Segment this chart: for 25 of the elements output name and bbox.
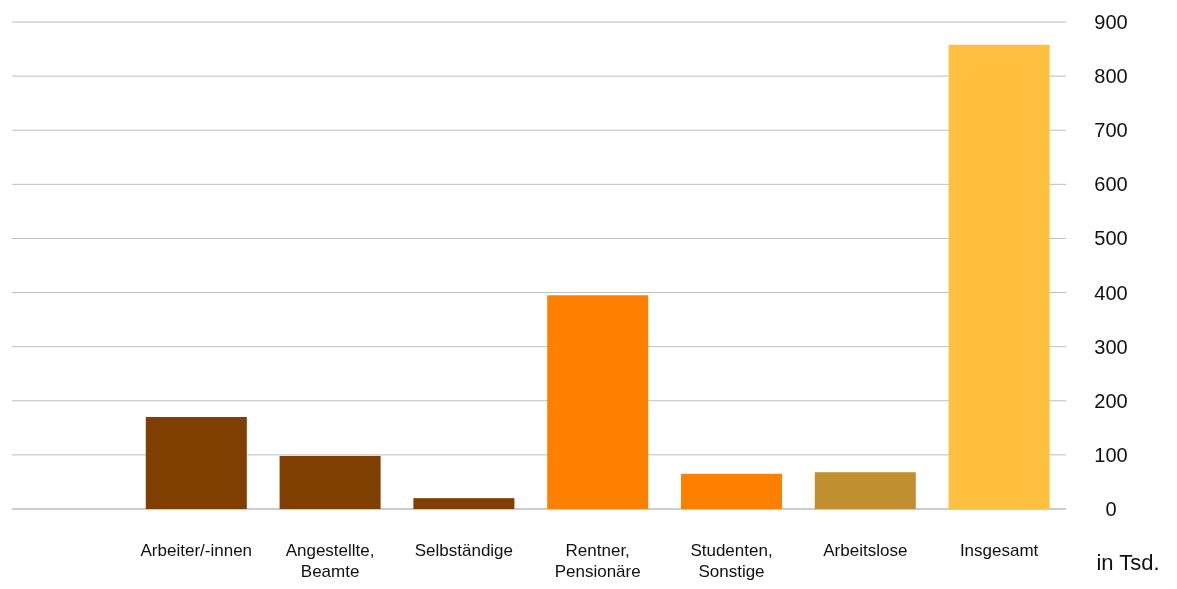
y-tick-label: 600	[1094, 173, 1128, 196]
y-tick-label: 800	[1094, 65, 1128, 88]
y-tick-label: 500	[1094, 227, 1128, 250]
x-tick-label: Arbeitslose	[823, 541, 908, 560]
y-tick-label: 100	[1094, 443, 1128, 466]
y-tick-label: 700	[1094, 119, 1128, 142]
bar	[814, 472, 916, 509]
bar	[279, 455, 381, 509]
y-axis-title: in Tsd.	[1096, 550, 1160, 575]
x-tick-label: Studenten, Sonstige	[690, 541, 773, 581]
x-tick-label: Selbständige	[414, 541, 514, 560]
bar	[413, 498, 515, 509]
y-tick-label: 900	[1094, 11, 1128, 33]
bar	[145, 417, 247, 509]
y-tick-label: 400	[1094, 281, 1128, 304]
y-tick-label: 200	[1094, 389, 1128, 412]
x-tick-label: Arbeiter/-innen	[140, 541, 253, 560]
x-tick-label: Insgesamt	[959, 541, 1039, 560]
bar	[547, 295, 649, 509]
bar	[680, 473, 783, 509]
y-tick-label: 0	[1105, 498, 1117, 520]
x-tick-label: Rentner, Pensionäre	[554, 541, 641, 581]
y-tick-label: 300	[1094, 335, 1128, 358]
x-tick-label: Angestellte, Beamte	[285, 541, 375, 581]
bar	[948, 44, 1050, 509]
